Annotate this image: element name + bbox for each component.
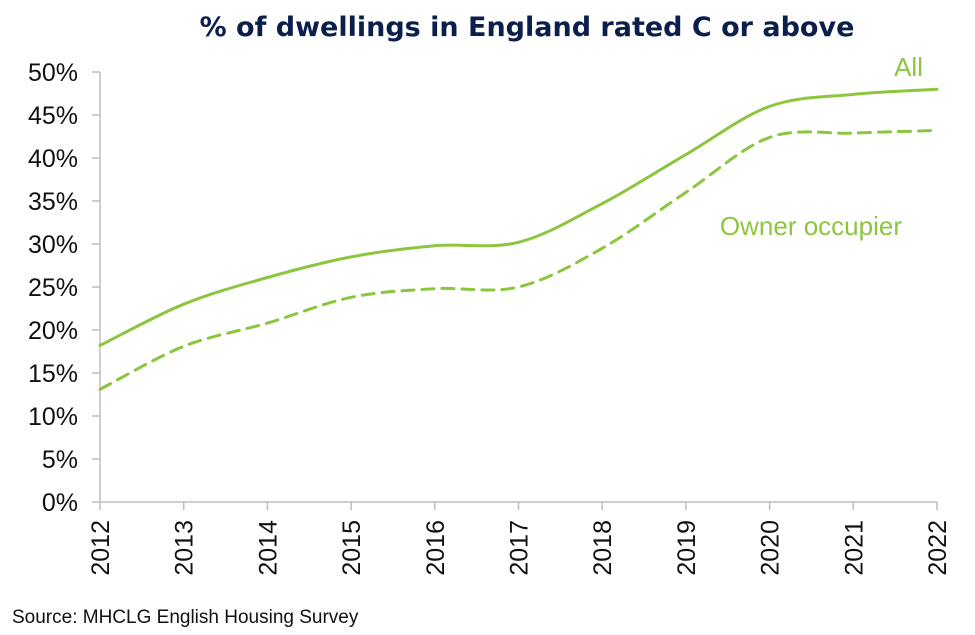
x-tick-label: 2018 bbox=[589, 520, 617, 576]
series-lines bbox=[98, 87, 939, 391]
x-tick-label: 2013 bbox=[171, 520, 199, 576]
y-tick-label: 25% bbox=[28, 274, 78, 302]
y-tick-label: 50% bbox=[28, 59, 78, 87]
series-labels: All Owner occupier bbox=[720, 52, 923, 241]
y-axis-ticks: 0% 5% 10% 15% 20% 25% 30% 35% 40% 45% 50% bbox=[28, 59, 100, 517]
series-line-owner-occupier bbox=[98, 129, 939, 391]
x-tick-label: 2015 bbox=[338, 520, 366, 576]
x-tick-label: 2021 bbox=[840, 520, 868, 576]
y-tick-label: 35% bbox=[28, 188, 78, 216]
series-line-all bbox=[98, 87, 939, 347]
y-tick-label: 45% bbox=[28, 102, 78, 130]
x-axis-ticks: 2012 2013 2014 2015 2016 2017 2018 2019 2020 2021… bbox=[87, 502, 952, 576]
x-tick-label: 2016 bbox=[422, 520, 450, 576]
y-tick-label: 15% bbox=[28, 360, 78, 388]
x-tick-label: 2014 bbox=[254, 520, 282, 576]
x-tick-label: 2012 bbox=[87, 520, 115, 576]
x-tick-label: 2020 bbox=[757, 520, 785, 576]
x-tick-label: 2017 bbox=[506, 520, 534, 576]
series-label-all: All bbox=[894, 52, 923, 82]
y-tick-label: 40% bbox=[28, 145, 78, 173]
y-tick-label: 10% bbox=[28, 403, 78, 431]
chart-title: % of dwellings in England rated C or abo… bbox=[200, 12, 855, 43]
y-tick-label: 30% bbox=[28, 231, 78, 259]
y-tick-label: 20% bbox=[28, 317, 78, 345]
x-tick-label: 2022 bbox=[924, 520, 952, 576]
y-tick-label: 0% bbox=[42, 489, 78, 517]
x-tick-label: 2019 bbox=[673, 520, 701, 576]
source-note: Source: MHCLG English Housing Survey bbox=[12, 607, 359, 628]
series-label-owner-occupier: Owner occupier bbox=[720, 211, 902, 241]
y-tick-label: 5% bbox=[42, 446, 78, 474]
